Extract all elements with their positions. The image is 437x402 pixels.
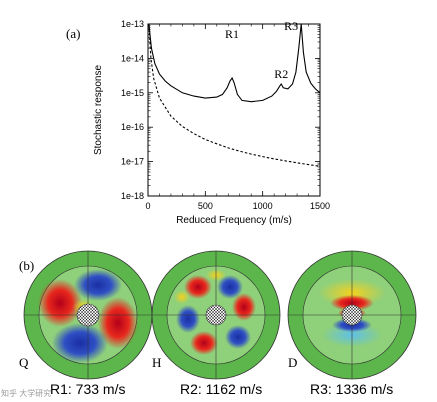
mode-caption-r2: R2: 1162 m/s [180,381,263,397]
mode-shape-h [151,250,281,380]
mode-label-h: H [152,355,162,370]
mode-label-q: Q [19,355,29,370]
response-chart: 1e-18 1e-17 1e-16 1e-15 1e-14 1e-13 0 500 1000 15… [93,19,330,226]
y-axis-label: Stochastic response [93,65,104,155]
y-tick-label: 1e-18 [121,191,144,201]
x-tick-label: 0 [145,201,150,211]
y-tick-label: 1e-13 [121,19,144,29]
panel-b-label: (b) [19,258,35,273]
mode-shapes [23,250,417,380]
annotation-r3: R3 [284,19,298,33]
x-tick-label: 500 [198,201,213,211]
x-tick-label: 1500 [310,201,330,211]
mode-shape-q [23,250,153,380]
y-tick-label: 1e-14 [121,53,144,63]
annotation-r1: R1 [225,27,239,41]
y-tick-label: 1e-17 [121,157,144,167]
annotation-r2: R2 [274,67,288,81]
x-tick-label: 1000 [253,201,273,211]
series-line-dashed [148,23,321,167]
panel-a-label: (a) [66,26,81,41]
watermark: 知乎 大学研究 [1,389,52,398]
y-tick-label: 1e-15 [121,88,144,98]
series-line-solid [148,23,321,103]
plot-frame [147,23,321,197]
y-tick-label: 1e-16 [121,122,144,132]
mode-caption-r3: R3: 1336 m/s [310,381,394,397]
x-axis-label: Reduced Frequency (m/s) [176,215,292,226]
mode-shape-d [287,250,417,380]
mode-label-d: D [288,355,298,370]
mode-caption-r1: R1: 733 m/s [50,381,126,397]
